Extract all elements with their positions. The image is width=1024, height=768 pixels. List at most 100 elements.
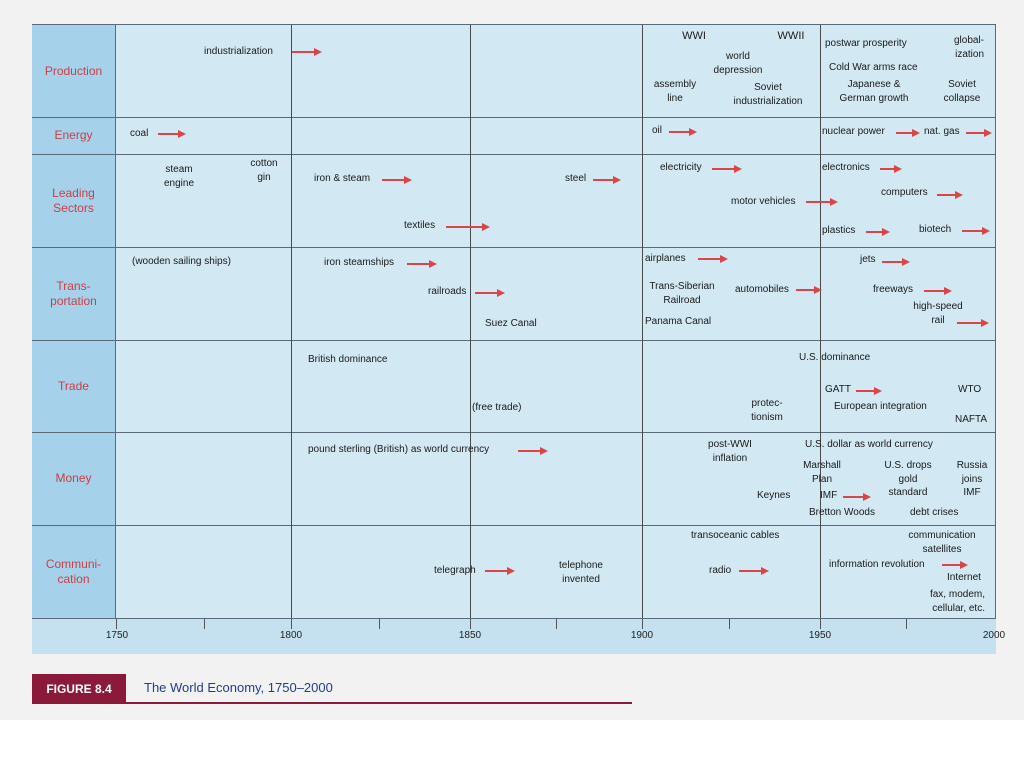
communication-satellites-label: communication satellites: [908, 530, 976, 555]
trans-siberian-label: Trans-Siberian Railroad: [649, 281, 715, 306]
cold-war-label: Cold War arms race: [829, 62, 918, 73]
globalization-label: global- ization: [953, 35, 984, 60]
british-dominance-label: British dominance: [308, 354, 388, 365]
postwar-prosperity-label: postwar prosperity: [825, 38, 907, 49]
era-line-1800: [291, 25, 292, 618]
transoceanic-cables-label: transoceanic cables: [691, 530, 780, 541]
nafta-label: NAFTA: [955, 414, 988, 425]
suez-canal-label: Suez Canal: [485, 318, 537, 329]
gatt-label: GATT: [825, 384, 851, 395]
airplanes-arrow: [698, 255, 728, 263]
row-label-money: Money: [32, 432, 116, 525]
electronics-label: electronics: [822, 162, 870, 173]
row-divider: [32, 340, 996, 341]
oil-arrow: [669, 128, 697, 136]
electricity-label: electricity: [660, 162, 702, 173]
natural-gas-label: nat. gas: [924, 126, 960, 137]
imf-label: IMF: [820, 490, 838, 501]
motor-vehicles-arrow: [806, 198, 838, 206]
debt-crises-label: debt crises: [910, 507, 959, 518]
axis-tick: [470, 619, 471, 629]
natural-gas-arrow: [966, 129, 992, 137]
plastics-arrow: [866, 228, 890, 236]
iron-steam-label: iron & steam: [314, 173, 371, 184]
information-revolution-label: information revolution: [829, 559, 925, 570]
us-drops-gold-label: U.S. drops gold standard: [884, 460, 932, 498]
axis-label-1750: 1750: [105, 630, 129, 641]
row-divider: [32, 525, 996, 526]
internet-label: Internet: [947, 572, 981, 583]
jets-arrow: [882, 258, 910, 266]
radio-arrow: [739, 567, 769, 575]
industrialization-arrow: [292, 48, 322, 56]
oil-label: oil: [652, 125, 663, 136]
soviet-collapse-label: Soviet collapse: [943, 79, 981, 104]
telephone-invented-label: telephone invented: [559, 560, 603, 585]
textiles-label: textiles: [404, 220, 436, 231]
caption-rule: [32, 702, 632, 704]
computers-label: computers: [881, 187, 928, 198]
axis-tick: [820, 619, 821, 629]
airplanes-label: airplanes: [645, 253, 686, 264]
european-integration-label: European integration: [834, 401, 927, 412]
era-line-1900: [642, 25, 643, 618]
axis-tick: [291, 619, 292, 629]
us-dominance-label: U.S. dominance: [799, 352, 871, 363]
row-divider: [32, 154, 996, 155]
axis-tick: [642, 619, 643, 629]
row-label-production: Production: [32, 25, 116, 117]
electronics-arrow: [880, 165, 902, 173]
keynes-label: Keynes: [757, 490, 791, 501]
row-label-trade: Trade: [32, 340, 116, 432]
computers-arrow: [937, 191, 963, 199]
soviet-industrialization-label: Soviet industrialization: [733, 82, 803, 107]
plastics-label: plastics: [822, 225, 856, 236]
cotton-gin-label: cotton gin: [250, 158, 278, 183]
free-trade-label: (free trade): [472, 402, 522, 413]
steel-label: steel: [565, 173, 587, 184]
post-wwi-inflation-label: post-WWI inflation: [708, 439, 752, 464]
electricity-arrow: [712, 165, 742, 173]
row-label-communication: Communi- cation: [32, 525, 116, 618]
nuclear-power-label: nuclear power: [822, 126, 885, 137]
axis-tick: [556, 619, 557, 629]
russia-joins-imf-label: Russia joins IMF: [956, 460, 988, 498]
high-speed-rail-arrow: [957, 319, 989, 327]
row-divider: [32, 432, 996, 433]
iron-steamships-arrow: [407, 260, 437, 268]
automobiles-arrow: [796, 286, 822, 294]
biotech-arrow: [962, 227, 990, 235]
steam-engine-label: steam engine: [163, 164, 195, 189]
axis-label-1950: 1950: [808, 630, 832, 641]
high-speed-rail-label: high-speed rail: [913, 301, 963, 326]
axis-tick: [379, 619, 380, 629]
axis-tick: [729, 619, 730, 629]
figure-number: FIGURE 8.4: [32, 674, 126, 704]
japanese-german-growth-label: Japanese & German growth: [839, 79, 909, 104]
railroads-label: railroads: [428, 286, 467, 297]
marshall-plan-label: Marshall Plan: [803, 460, 841, 485]
iron-steam-arrow: [382, 176, 412, 184]
wooden-ships-label: (wooden sailing ships): [132, 256, 231, 267]
jets-label: jets: [860, 254, 876, 265]
row-divider: [32, 247, 996, 248]
industrialization-label: industrialization: [204, 46, 273, 57]
era-line-1850: [470, 25, 471, 618]
pound-sterling-label: pound sterling (British) as world curren…: [308, 444, 490, 455]
railroads-arrow: [475, 289, 505, 297]
row-label-leading-sectors: Leading Sectors: [32, 154, 116, 247]
us-dollar-label: U.S. dollar as world currency: [805, 439, 933, 450]
protectionism-label: protec- tionism: [751, 398, 783, 423]
row-divider: [32, 117, 996, 118]
textiles-arrow: [446, 223, 490, 231]
wwi-label: WWI: [682, 30, 706, 42]
axis-tick: [116, 619, 117, 629]
row-label-energy: Energy: [32, 117, 116, 154]
era-line-1950: [820, 25, 821, 618]
steel-arrow: [593, 176, 621, 184]
freeways-label: freeways: [873, 284, 914, 295]
world-depression-label: world depression: [713, 51, 763, 76]
time-axis: [32, 618, 996, 654]
motor-vehicles-label: motor vehicles: [731, 196, 796, 207]
axis-tick: [204, 619, 205, 629]
